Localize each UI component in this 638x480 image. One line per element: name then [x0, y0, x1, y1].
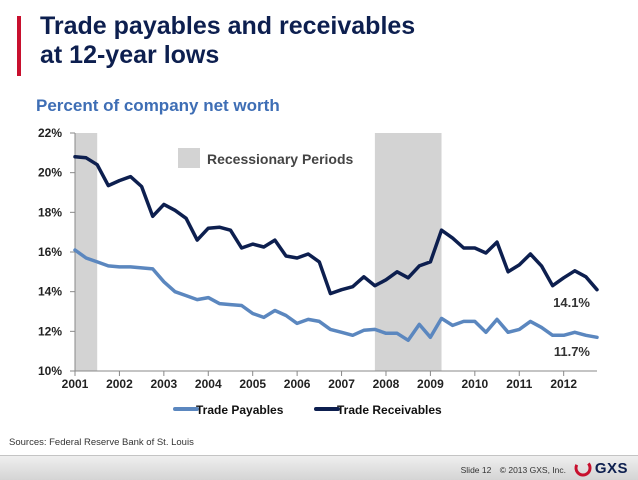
recession-legend-label: Recessionary Periods [207, 151, 354, 167]
x-tick-label: 2008 [373, 377, 400, 391]
x-tick-label: 2004 [195, 377, 222, 391]
x-tick-label: 2007 [328, 377, 355, 391]
sources-note: Sources: Federal Reserve Bank of St. Lou… [9, 437, 194, 448]
slide-footer: Slide 12 © 2013 GXS, Inc. GXS [0, 455, 638, 480]
x-tick-label: 2012 [550, 377, 577, 391]
copyright: © 2013 GXS, Inc. [499, 465, 566, 475]
x-tick-label: 2010 [461, 377, 488, 391]
title-line-2: at 12-year lows [40, 41, 220, 69]
y-tick-label: 16% [38, 245, 62, 259]
y-tick-label: 22% [38, 126, 62, 140]
chart-subtitle: Percent of company net worth [36, 96, 280, 115]
gxs-logo-icon [574, 459, 592, 477]
x-tick-label: 2006 [284, 377, 311, 391]
recession-band-2 [374, 133, 442, 371]
y-tick-label: 12% [38, 324, 62, 338]
x-tick-label: 2001 [62, 377, 89, 391]
x-tick-label: 2011 [506, 377, 532, 391]
logo-text: GXS [594, 459, 628, 477]
line-chart: Recessionary Periods 10% 12% 14% 16% 18% 20% 22… [38, 126, 599, 417]
y-tick-label: 18% [38, 205, 62, 219]
title-line-1: Trade payables and receivables [40, 12, 416, 40]
title-accent-bar [17, 16, 21, 76]
x-tick-label: 2003 [150, 377, 177, 391]
x-tick-label: 2009 [417, 377, 444, 391]
legend-label-trade-payables: Trade Payables [196, 403, 284, 417]
page-title: Trade payables and receivables at 12-yea… [40, 12, 415, 70]
slide-number: Slide 12 [460, 465, 492, 475]
y-tick-label: 14% [38, 285, 62, 299]
recession-legend-swatch [178, 148, 200, 168]
end-label-trade-receivables: 14.1% [553, 295, 590, 310]
gxs-logo: GXS [574, 459, 628, 477]
x-tick-label: 2005 [239, 377, 266, 391]
recession-band-1 [75, 133, 98, 371]
y-tick-label: 20% [38, 166, 62, 180]
legend-label-trade-receivables: Trade Receivables [337, 403, 442, 417]
end-label-trade-payables: 11.7% [554, 344, 591, 359]
y-tick-label: 10% [38, 364, 62, 378]
series-line-trade-payables [73, 248, 599, 343]
x-tick-label: 2002 [106, 377, 133, 391]
slide-info: Slide 12 © 2013 GXS, Inc. [455, 465, 566, 475]
series-line-trade-receivables [73, 155, 599, 296]
